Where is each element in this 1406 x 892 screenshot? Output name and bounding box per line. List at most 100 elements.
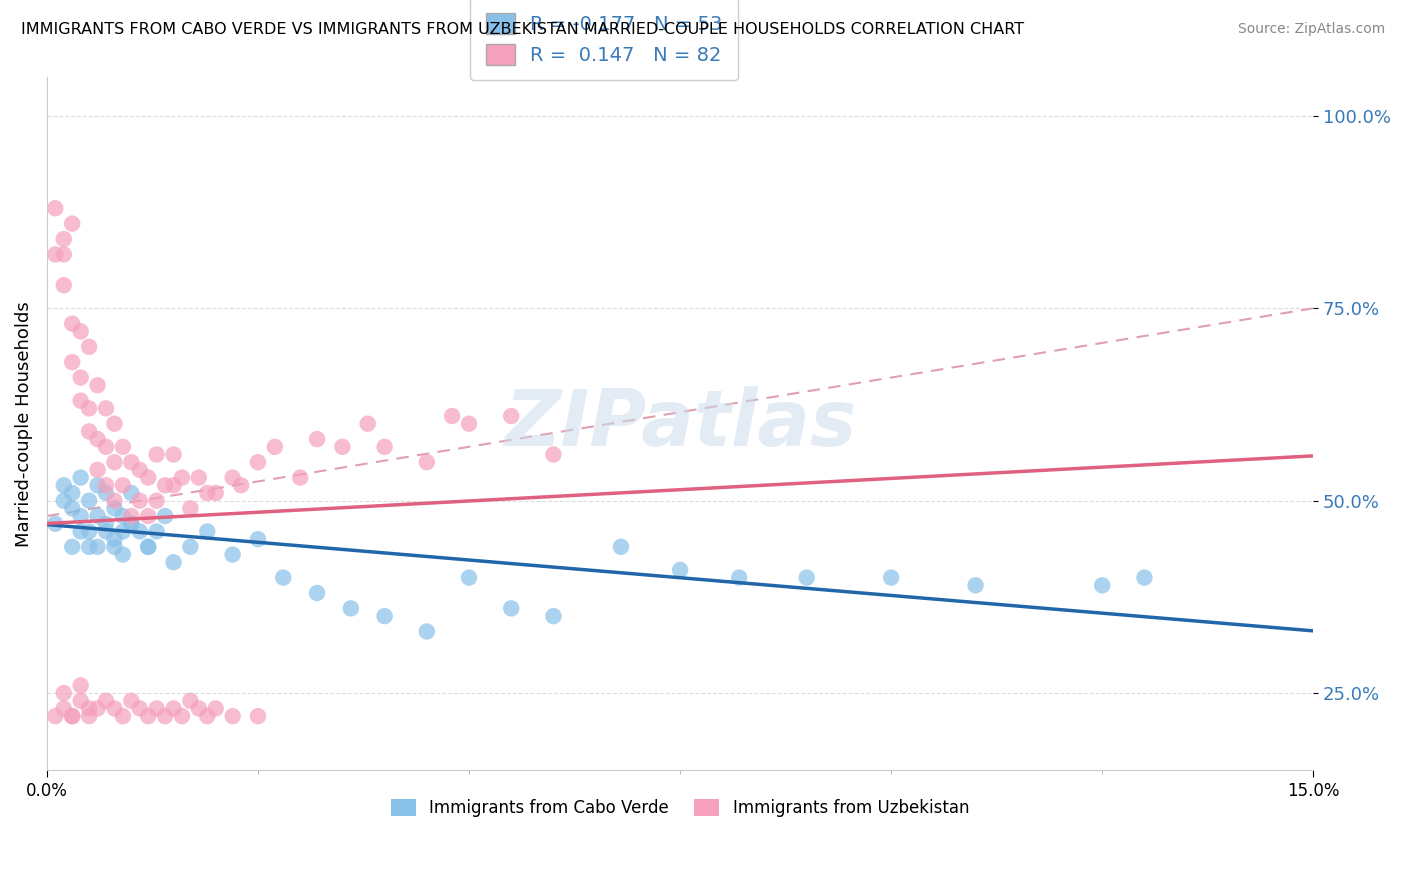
Point [179, 501, 201, 516]
Point [60, 355, 83, 369]
Point [52, 493, 75, 508]
Point [44, 247, 66, 261]
Point [288, 470, 311, 484]
Point [103, 417, 125, 431]
Point [111, 440, 134, 454]
Point [153, 509, 176, 524]
Point [145, 524, 167, 539]
Point [77, 709, 100, 723]
Point [86, 432, 108, 446]
Point [120, 516, 142, 531]
Point [153, 709, 176, 723]
Point [374, 440, 396, 454]
Point [195, 709, 218, 723]
Point [60, 217, 83, 231]
Point [69, 694, 91, 708]
Point [221, 470, 243, 484]
Point [162, 555, 184, 569]
Point [86, 463, 108, 477]
Point [728, 571, 751, 585]
Point [543, 448, 565, 462]
Point [52, 686, 75, 700]
Point [120, 694, 142, 708]
Point [162, 701, 184, 715]
Point [128, 524, 150, 539]
Point [221, 548, 243, 562]
Point [77, 524, 100, 539]
Point [246, 455, 269, 469]
Point [305, 432, 328, 446]
Point [332, 440, 354, 454]
Point [136, 540, 159, 554]
Point [52, 478, 75, 492]
Point [60, 540, 83, 554]
Point [153, 478, 176, 492]
Point [94, 694, 117, 708]
Point [229, 478, 252, 492]
Point [501, 601, 523, 615]
Point [86, 378, 108, 392]
Point [77, 401, 100, 416]
Point [136, 709, 159, 723]
Point [543, 609, 565, 624]
Point [103, 455, 125, 469]
Point [374, 609, 396, 624]
Point [60, 501, 83, 516]
Point [136, 470, 159, 484]
Point [60, 486, 83, 500]
Point [52, 247, 75, 261]
Point [103, 540, 125, 554]
Point [458, 417, 481, 431]
Point [170, 470, 193, 484]
Point [305, 586, 328, 600]
Text: Source: ZipAtlas.com: Source: ZipAtlas.com [1237, 22, 1385, 37]
Point [86, 478, 108, 492]
Point [162, 448, 184, 462]
Point [69, 393, 91, 408]
Point [416, 624, 439, 639]
Point [120, 509, 142, 524]
Point [69, 324, 91, 338]
Point [162, 478, 184, 492]
Point [69, 509, 91, 524]
Point [221, 709, 243, 723]
Point [94, 486, 117, 500]
Point [94, 524, 117, 539]
Point [246, 709, 269, 723]
Point [145, 701, 167, 715]
Point [77, 425, 100, 439]
Point [128, 493, 150, 508]
Point [69, 678, 91, 692]
Point [94, 401, 117, 416]
Text: ZIPatlas: ZIPatlas [503, 385, 856, 462]
Point [1133, 571, 1156, 585]
Point [120, 516, 142, 531]
Point [77, 493, 100, 508]
Point [179, 694, 201, 708]
Point [441, 409, 464, 423]
Point [111, 548, 134, 562]
Text: IMMIGRANTS FROM CABO VERDE VS IMMIGRANTS FROM UZBEKISTAN MARRIED-COUPLE HOUSEHOL: IMMIGRANTS FROM CABO VERDE VS IMMIGRANTS… [21, 22, 1024, 37]
Point [187, 701, 209, 715]
Point [52, 701, 75, 715]
Point [458, 571, 481, 585]
Point [195, 486, 218, 500]
Point [111, 524, 134, 539]
Point [187, 470, 209, 484]
Point [77, 340, 100, 354]
Point [610, 540, 633, 554]
Point [52, 232, 75, 246]
Point [111, 709, 134, 723]
Point [120, 486, 142, 500]
Point [501, 409, 523, 423]
Point [44, 201, 66, 215]
Point [965, 578, 987, 592]
Point [195, 524, 218, 539]
Point [86, 509, 108, 524]
Point [145, 493, 167, 508]
Point [669, 563, 692, 577]
Legend: Immigrants from Cabo Verde, Immigrants from Uzbekistan: Immigrants from Cabo Verde, Immigrants f… [384, 792, 976, 824]
Point [103, 493, 125, 508]
Point [94, 440, 117, 454]
Point [128, 701, 150, 715]
